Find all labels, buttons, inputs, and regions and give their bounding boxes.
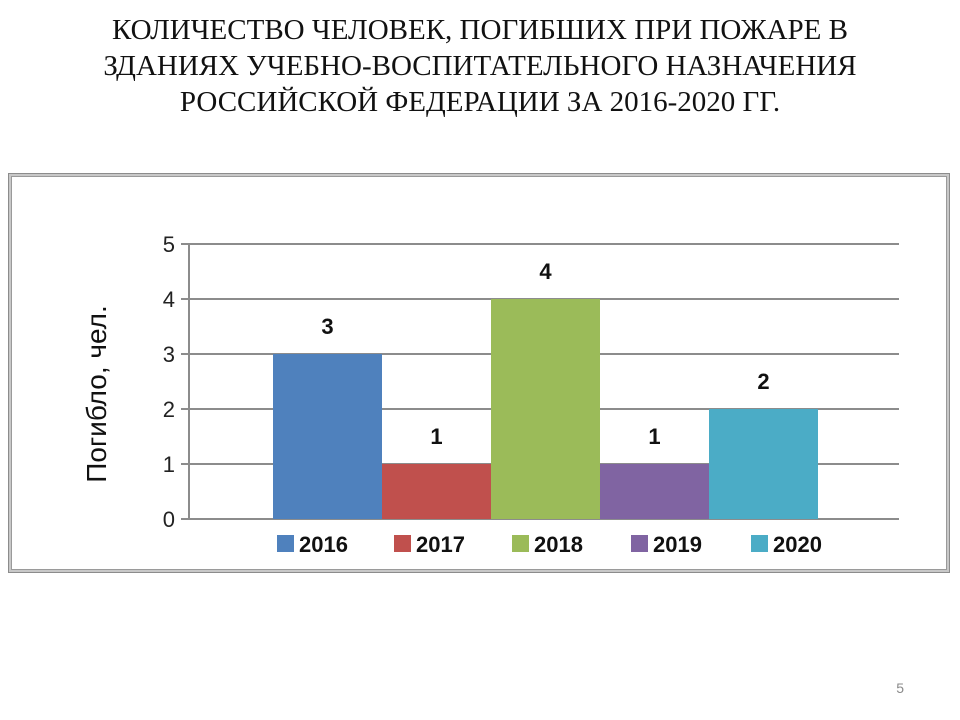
y-tick-label: 0 xyxy=(163,507,175,532)
y-tick-label: 3 xyxy=(163,342,175,367)
data-label-2020: 2 xyxy=(757,369,769,394)
legend-swatch-2016 xyxy=(277,535,294,552)
y-tick-label: 2 xyxy=(163,397,175,422)
bars xyxy=(273,299,818,519)
slide-title: КОЛИЧЕСТВО ЧЕЛОВЕК, ПОГИБШИХ ПРИ ПОЖАРЕ … xyxy=(40,12,920,120)
y-axis-ticks: 0 1 2 3 4 5 xyxy=(163,232,175,532)
chart-frame: 0 1 2 3 4 5 3 1 4 1 2 2016 2017 2018 2019 2020 Погибл… xyxy=(8,173,950,573)
data-label-2016: 3 xyxy=(321,314,333,339)
title-line-3: РОССИЙСКОЙ ФЕДЕРАЦИИ ЗА 2016-2020 ГГ. xyxy=(179,86,781,118)
bar-2019 xyxy=(600,464,709,519)
bar-2016 xyxy=(273,354,382,519)
y-tick-label: 1 xyxy=(163,452,175,477)
legend-swatch-2017 xyxy=(394,535,411,552)
legend-label-2016: 2016 xyxy=(299,532,348,557)
legend-label-2018: 2018 xyxy=(534,532,583,557)
bar-2018 xyxy=(491,299,600,519)
legend: 2016 2017 2018 2019 2020 xyxy=(277,532,822,557)
data-label-2018: 4 xyxy=(539,259,552,284)
page-number: 5 xyxy=(896,680,904,696)
legend-label-2017: 2017 xyxy=(416,532,465,557)
bar-chart: 0 1 2 3 4 5 3 1 4 1 2 2016 2017 2018 2019 2020 Погибл… xyxy=(81,232,899,557)
legend-swatch-2018 xyxy=(512,535,529,552)
legend-swatch-2019 xyxy=(631,535,648,552)
legend-label-2020: 2020 xyxy=(773,532,822,557)
title-line-1: КОЛИЧЕСТВО ЧЕЛОВЕК, ПОГИБШИХ ПРИ ПОЖАРЕ … xyxy=(111,14,848,46)
bar-2020 xyxy=(709,409,818,519)
legend-label-2019: 2019 xyxy=(653,532,702,557)
data-label-2017: 1 xyxy=(430,424,442,449)
y-axis-title: Погибло, чел. xyxy=(81,305,112,482)
y-tick-label: 5 xyxy=(163,232,175,257)
legend-swatch-2020 xyxy=(751,535,768,552)
data-label-2019: 1 xyxy=(648,424,660,449)
title-line-2: ЗДАНИЯХ УЧЕБНО-ВОСПИТАТЕЛЬНОГО НАЗНАЧЕНИ… xyxy=(103,50,857,82)
data-labels: 3 1 4 1 2 xyxy=(321,259,769,449)
bar-2017 xyxy=(382,464,491,519)
y-tick-label: 4 xyxy=(163,287,175,312)
